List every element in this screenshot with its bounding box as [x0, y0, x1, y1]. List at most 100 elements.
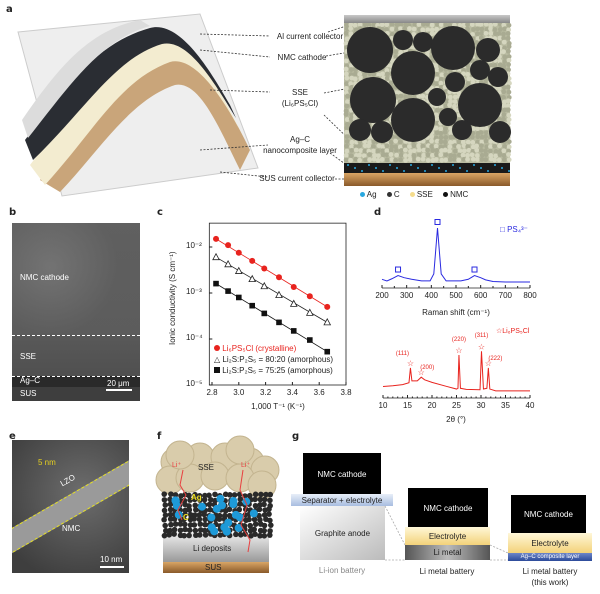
carbon-particle — [202, 521, 208, 528]
sem-cross-section-image: NMC cathode SSE Ag–C SUS 20 μm — [12, 223, 140, 401]
peak-hkl-label: (111) — [395, 350, 409, 357]
carbon-particle — [267, 491, 274, 498]
sse-particle — [470, 32, 475, 37]
sse-particle — [506, 144, 512, 150]
sse-particle — [505, 98, 511, 104]
sse-particle — [492, 143, 497, 149]
legend-item-80-20: △ Li₂S:P₂S₅ = 80:20 (amorphous) — [214, 355, 333, 364]
sse-particle — [344, 143, 349, 149]
data-point — [289, 299, 298, 307]
sse-particle — [501, 84, 507, 90]
scale-bar — [106, 389, 132, 391]
raman-spectrum — [381, 227, 530, 283]
sse-particle — [478, 130, 484, 135]
sse-particle — [345, 93, 350, 99]
li-ion-path — [239, 469, 251, 553]
sse-particle — [506, 152, 511, 157]
sse-particle — [402, 26, 408, 32]
carbon-particle — [192, 527, 199, 534]
sse-particle — [367, 152, 372, 157]
sse-particle — [506, 89, 512, 95]
legend-item-75-25: Li₂S:P₂S₅ = 75:25 (amorphous) — [214, 365, 333, 376]
sse-particle — [438, 80, 444, 86]
sse-particle — [502, 59, 508, 64]
sse-particle — [398, 157, 403, 163]
sse-particle — [442, 144, 448, 149]
carbon-particle — [226, 506, 233, 513]
carbon-particle — [182, 521, 188, 528]
sse-particle — [407, 26, 412, 31]
label-sse: SSE — [198, 463, 215, 472]
sse-particle — [466, 67, 471, 73]
sse-particle — [443, 135, 449, 140]
silver-particle — [210, 527, 219, 536]
carbon-particle — [197, 497, 203, 503]
sse-particle — [434, 81, 440, 87]
sse-particle — [443, 72, 449, 78]
carbon-particle — [186, 532, 192, 539]
ag-particle — [445, 170, 447, 172]
carbon-particle — [177, 521, 184, 527]
sse-particle — [443, 157, 449, 163]
carbon-particle — [241, 526, 248, 533]
carbon-particle — [252, 502, 259, 509]
li-ion-path — [177, 469, 187, 521]
carbon-particle — [251, 516, 258, 523]
silver-particle — [224, 518, 233, 527]
sse-particle — [389, 58, 395, 64]
sse-particle — [372, 152, 377, 158]
x-tick-label: 3.2 — [260, 388, 272, 397]
legend-nmc: NMC — [442, 190, 468, 199]
carbon-particle — [261, 532, 268, 539]
data-point — [324, 348, 331, 355]
sse-particle — [478, 147, 484, 153]
label-li-ion: Li⁺ — [241, 462, 251, 469]
carbon-particle — [177, 527, 184, 534]
sse-particle — [380, 152, 386, 158]
sse-particle — [429, 22, 435, 28]
sse-particle — [416, 152, 422, 158]
sse-particle — [447, 102, 452, 108]
sse-particle — [465, 71, 471, 77]
carbon-particle — [182, 526, 188, 533]
sse-particle — [469, 22, 475, 27]
sse-particle — [456, 139, 462, 145]
sse-particle — [492, 27, 498, 33]
carbon-particle — [257, 532, 263, 539]
carbon-particle — [266, 532, 273, 538]
sse-particle — [380, 71, 385, 77]
sse-particle — [505, 48, 511, 54]
legend-ag: Ag — [360, 190, 377, 199]
thiswork-electrolyte-label: Electrolyte — [531, 538, 569, 548]
sse-particle — [497, 58, 503, 64]
data-point — [290, 328, 297, 334]
sse-particle — [483, 152, 489, 157]
sse-particle — [343, 111, 349, 117]
sse-particle — [448, 126, 454, 131]
label-ag: Ag — [191, 493, 202, 502]
sse-particle — [389, 22, 395, 27]
carbon-particle — [237, 501, 243, 507]
sse-particle — [448, 130, 454, 136]
sse-particle — [456, 157, 462, 163]
sse-particle — [483, 30, 489, 36]
x-tick-label: 40 — [525, 401, 535, 410]
sse-particle — [478, 143, 484, 149]
sse-particle — [443, 22, 449, 28]
sse-particle — [348, 31, 354, 37]
sse-particle — [402, 147, 408, 153]
sse-particle — [506, 157, 512, 163]
sse-particle — [344, 129, 349, 135]
sse-particle — [465, 144, 471, 150]
xrd-pattern — [382, 351, 530, 392]
sse-particle — [470, 139, 476, 145]
carbon-particle — [247, 522, 254, 529]
sse-particle — [442, 129, 448, 135]
panel-label-f: f — [157, 431, 162, 442]
sse-particle — [465, 81, 471, 86]
carbon-particle — [168, 491, 174, 497]
square-marker-icon: □ — [500, 225, 505, 234]
sse-particle — [483, 148, 489, 154]
sse-particle — [411, 153, 417, 158]
